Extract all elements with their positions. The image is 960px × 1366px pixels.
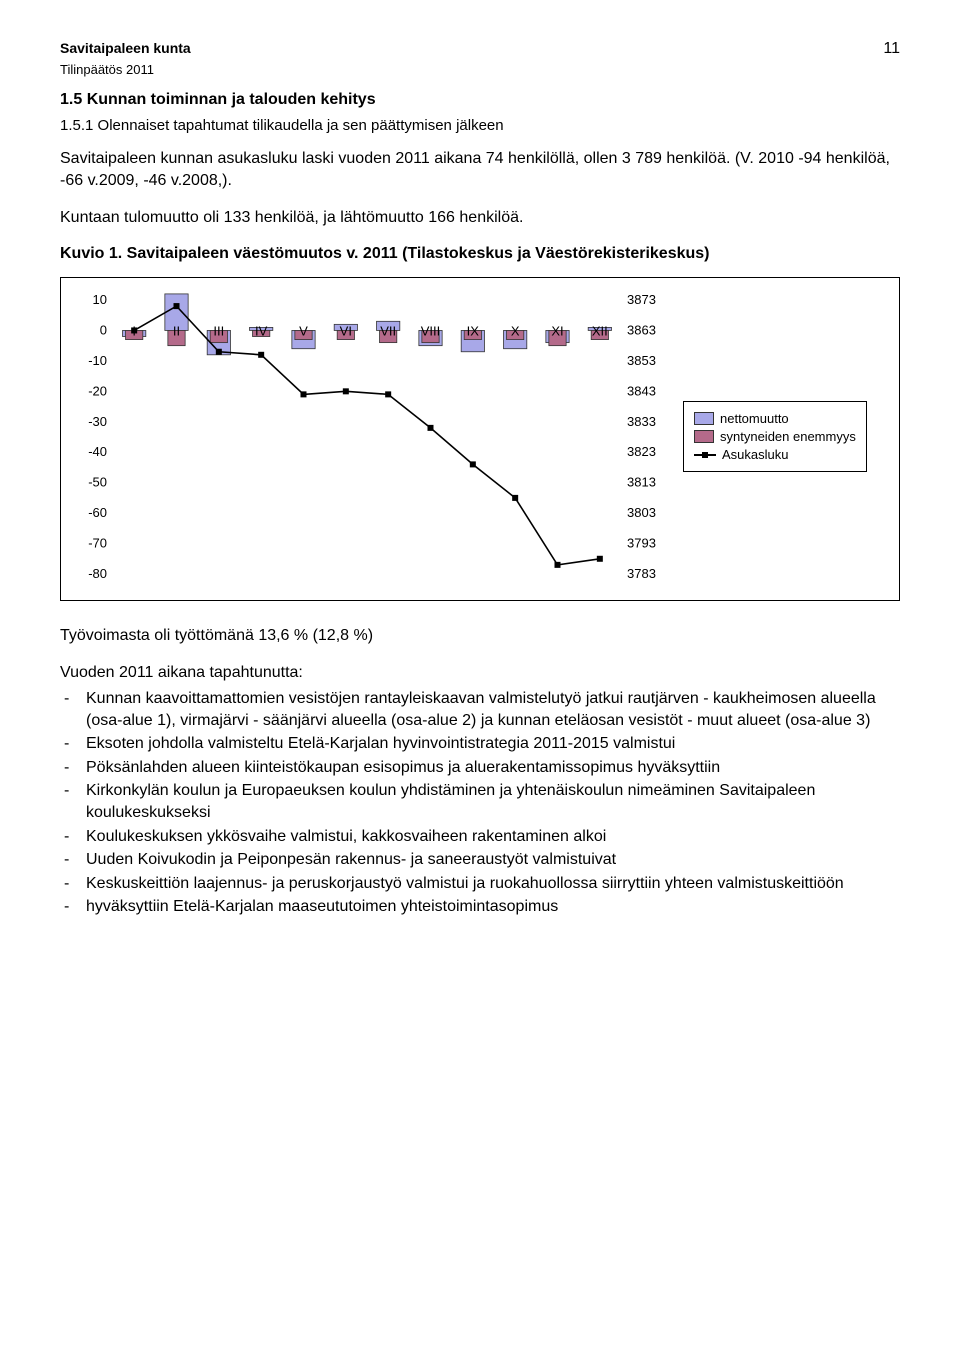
svg-text:II: II xyxy=(173,323,180,338)
svg-text:-70: -70 xyxy=(88,535,107,550)
chart-legend: nettomuutto syntyneiden enemmyys Asukasl… xyxy=(683,401,867,472)
legend-label-synt: syntyneiden enemmyys xyxy=(720,429,856,444)
svg-text:IX: IX xyxy=(467,323,480,338)
svg-text:III: III xyxy=(213,323,224,338)
legend-label-asuk: Asukasluku xyxy=(722,447,788,462)
svg-text:3873: 3873 xyxy=(627,292,656,307)
doc-subtitle: Tilinpäätös 2011 xyxy=(60,62,900,77)
org-name: Savitaipaleen kunta xyxy=(60,40,191,56)
svg-text:-10: -10 xyxy=(88,353,107,368)
list-item: Kirkonkylän koulun ja Europaeuksen koulu… xyxy=(60,780,900,823)
svg-text:-20: -20 xyxy=(88,383,107,398)
legend-swatch-synt xyxy=(694,430,714,443)
list-item: Keskuskeittiön laajennus- ja peruskorjau… xyxy=(60,873,900,895)
chart-svg: 10 0 -10 -20 -30 -40 -50 -60 -70 -80 3873 3863 3853 3… xyxy=(71,292,671,582)
svg-text:-80: -80 xyxy=(88,566,107,581)
svg-text:VIII: VIII xyxy=(421,323,441,338)
svg-text:3833: 3833 xyxy=(627,414,656,429)
svg-text:-40: -40 xyxy=(88,444,107,459)
svg-text:3843: 3843 xyxy=(627,383,656,398)
svg-text:3823: 3823 xyxy=(627,444,656,459)
svg-text:XI: XI xyxy=(551,323,563,338)
legend-swatch-asuk xyxy=(694,454,716,456)
svg-text:3803: 3803 xyxy=(627,505,656,520)
svg-text:3853: 3853 xyxy=(627,353,656,368)
svg-text:-60: -60 xyxy=(88,505,107,520)
paragraph-2: Kuntaan tulomuutto oli 133 henkilöä, ja … xyxy=(60,207,900,229)
legend-label-netto: nettomuutto xyxy=(720,411,789,426)
population-chart: 10 0 -10 -20 -30 -40 -50 -60 -70 -80 3873 3863 3853 3… xyxy=(60,277,900,601)
subsection-title: 1.5.1 Olennaiset tapahtumat tilikaudella… xyxy=(60,117,900,134)
legend-swatch-netto xyxy=(694,412,714,425)
figure-title: Kuvio 1. Savitaipaleen väestömuutos v. 2… xyxy=(60,245,900,263)
svg-text:X: X xyxy=(511,323,520,338)
vuoden-title: Vuoden 2011 aikana tapahtunutta: xyxy=(60,662,900,684)
section-title: 1.5 Kunnan toiminnan ja talouden kehitys xyxy=(60,91,900,109)
list-item: Pöksänlahden alueen kiinteistökaupan esi… xyxy=(60,757,900,779)
svg-text:3863: 3863 xyxy=(627,322,656,337)
svg-text:-50: -50 xyxy=(88,474,107,489)
list-item: Uuden Koivukodin ja Peiponpesän rakennus… xyxy=(60,849,900,871)
list-item: Kunnan kaavoittamattomien vesistöjen ran… xyxy=(60,688,900,731)
svg-text:3783: 3783 xyxy=(627,566,656,581)
event-list: Kunnan kaavoittamattomien vesistöjen ran… xyxy=(60,688,900,918)
svg-text:VI: VI xyxy=(340,323,352,338)
page-number: 11 xyxy=(883,40,900,58)
list-item: Koulukeskuksen ykkösvaihe valmistui, kak… xyxy=(60,826,900,848)
svg-text:10: 10 xyxy=(93,292,107,307)
paragraph-1: Savitaipaleen kunnan asukasluku laski vu… xyxy=(60,148,900,191)
svg-text:IV: IV xyxy=(255,323,268,338)
svg-text:XII: XII xyxy=(592,323,608,338)
svg-text:0: 0 xyxy=(100,322,107,337)
svg-text:-30: -30 xyxy=(88,414,107,429)
list-item: hyväksyttiin Etelä-Karjalan maaseututoim… xyxy=(60,896,900,918)
svg-text:V: V xyxy=(299,323,308,338)
svg-text:3793: 3793 xyxy=(627,535,656,550)
svg-text:VII: VII xyxy=(380,323,396,338)
tyovoima-text: Työvoimasta oli työttömänä 13,6 % (12,8 … xyxy=(60,625,900,647)
svg-text:3813: 3813 xyxy=(627,474,656,489)
list-item: Eksoten johdolla valmisteltu Etelä-Karja… xyxy=(60,733,900,755)
